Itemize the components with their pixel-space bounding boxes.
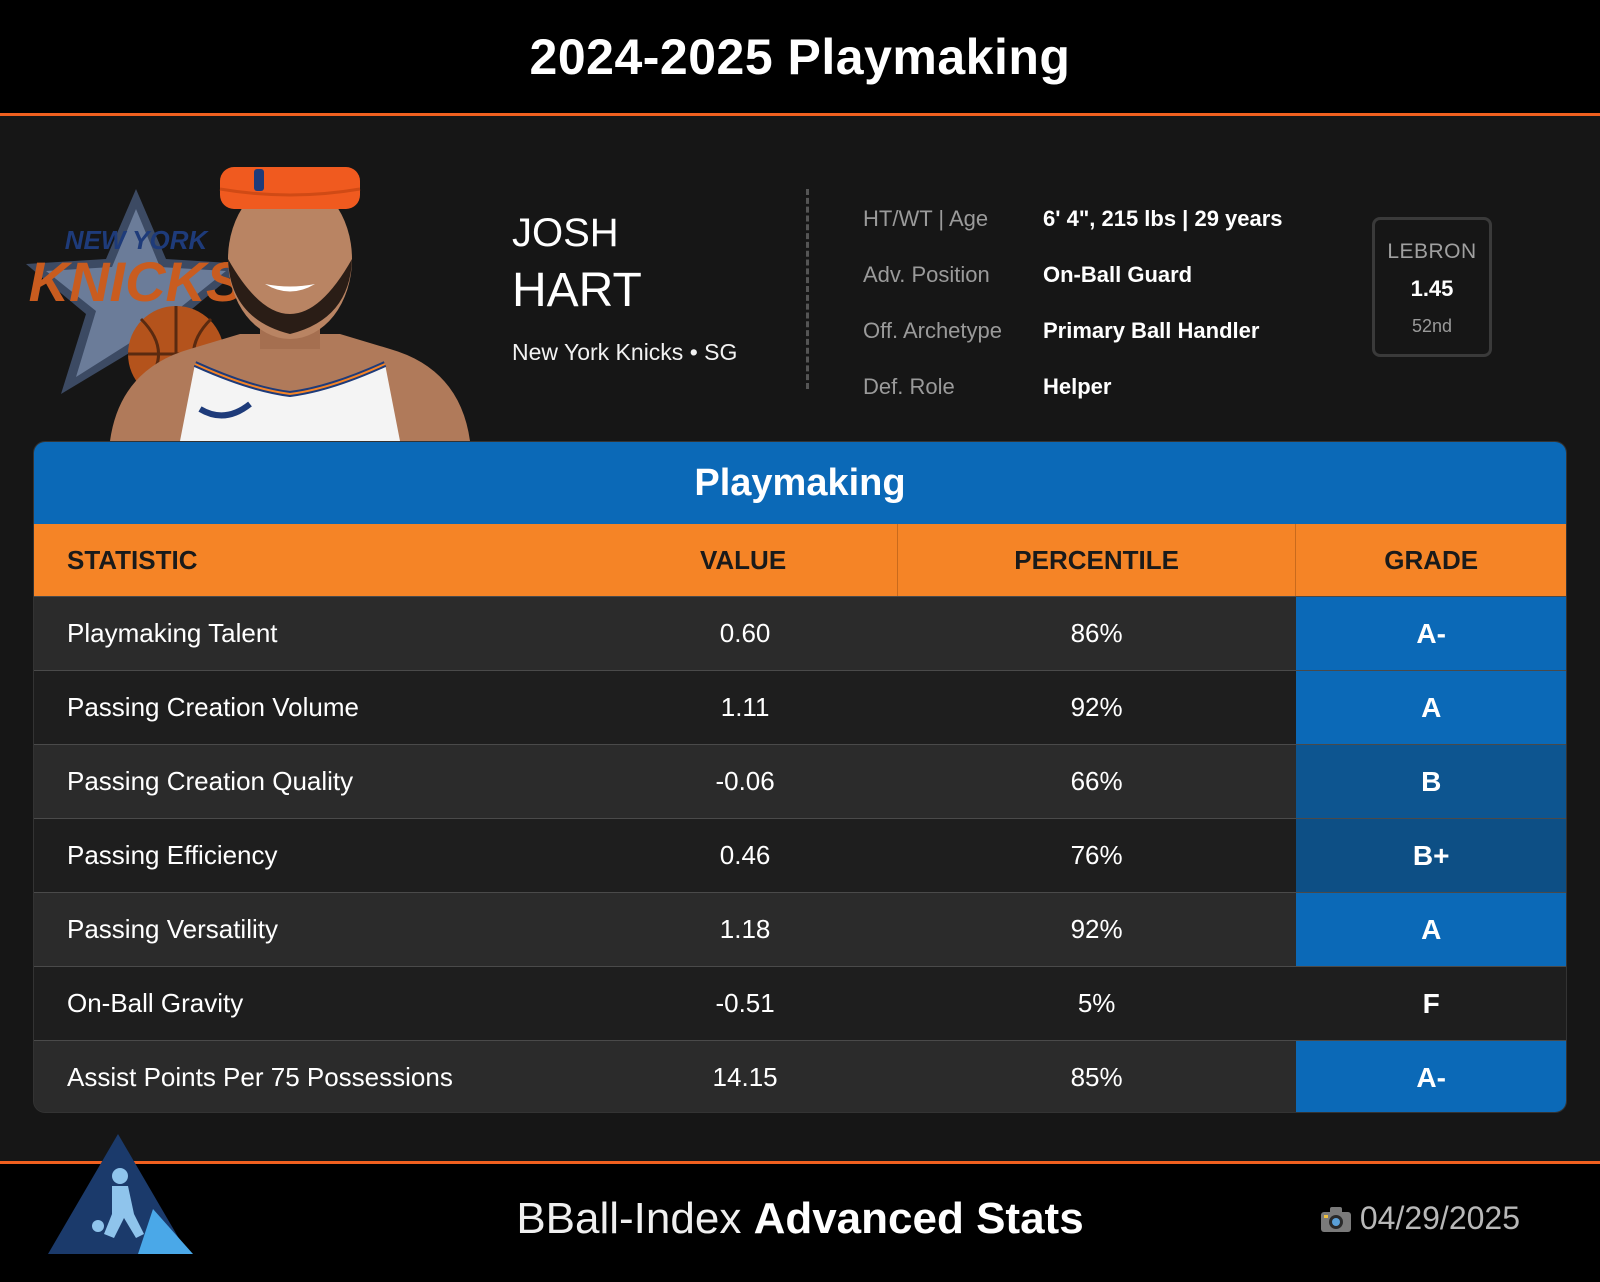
table-header-row: STATISTIC VALUE PERCENTILE GRADE xyxy=(34,524,1566,596)
player-headshot xyxy=(110,167,470,441)
stat-percentile-cell: 76% xyxy=(1070,840,1123,870)
footer-date: 04/29/2025 xyxy=(1320,1200,1520,1237)
table-title-bar: Playmaking xyxy=(34,442,1566,524)
info-row-archetype: Off. Archetype Primary Ball Handler xyxy=(863,303,1283,359)
stat-name-cell: On-Ball Gravity xyxy=(67,988,244,1018)
stat-percentile-cell: 5% xyxy=(1077,988,1116,1018)
footer-brand: BBall-Index Advanced Stats xyxy=(0,1194,1600,1244)
column-header-grade: GRADE xyxy=(1384,544,1479,575)
table-row: Passing Creation Quality -0.06 66% B xyxy=(34,744,1566,818)
player-info-grid: HT/WT | Age 6' 4", 215 lbs | 29 years Ad… xyxy=(863,191,1283,415)
stat-grade-cell: A xyxy=(1296,893,1566,966)
stat-percentile-cell: 85% xyxy=(1070,1062,1123,1092)
knicks-logo: NEW YORK KNICKS xyxy=(26,189,246,402)
stat-name-cell: Playmaking Talent xyxy=(67,618,278,648)
info-value: Primary Ball Handler xyxy=(1043,318,1260,343)
info-label: Adv. Position xyxy=(863,262,990,287)
brand-bold-text: Advanced Stats xyxy=(753,1194,1084,1243)
stat-percentile-cell: 66% xyxy=(1070,766,1123,796)
column-header-value: VALUE xyxy=(699,544,787,575)
stats-table-card: Playmaking STATISTIC VALUE PERCENTILE GR… xyxy=(33,441,1567,1113)
info-row-htwt: HT/WT | Age 6' 4", 215 lbs | 29 years xyxy=(863,191,1283,247)
table-row: Passing Efficiency 0.46 76% B+ xyxy=(34,818,1566,892)
info-row-def-role: Def. Role Helper xyxy=(863,359,1283,415)
stat-value-cell: 0.60 xyxy=(719,618,771,648)
info-value: 6' 4", 215 lbs | 29 years xyxy=(1043,206,1283,231)
bball-index-logo xyxy=(48,1134,193,1254)
info-label: Def. Role xyxy=(863,374,955,399)
stat-grade-cell: A- xyxy=(1296,1041,1566,1112)
dashed-divider xyxy=(806,189,809,389)
camera-icon xyxy=(1320,1206,1351,1232)
stat-value-cell: -0.51 xyxy=(715,988,775,1018)
lebron-label: LEBRON xyxy=(1387,240,1477,263)
info-label: Off. Archetype xyxy=(863,318,1003,343)
stat-grade-cell: A xyxy=(1296,671,1566,744)
stat-name-cell: Passing Versatility xyxy=(67,914,278,944)
stat-name-cell: Passing Efficiency xyxy=(67,840,278,870)
title-bar: 2024-2025 Playmaking xyxy=(0,0,1600,116)
page-title: 2024-2025 Playmaking xyxy=(529,28,1071,85)
table-title: Playmaking xyxy=(694,461,906,504)
table-row: Passing Creation Volume 1.11 92% A xyxy=(34,670,1566,744)
stat-name-cell: Passing Creation Quality xyxy=(67,766,354,796)
stat-value-cell: 1.11 xyxy=(720,692,770,722)
snapshot-date: 04/29/2025 xyxy=(1359,1200,1520,1236)
footer: BBall-Index Advanced Stats 04/29/2025 xyxy=(0,1134,1600,1282)
table-body: Playmaking Talent 0.60 86% A- Passing Creati… xyxy=(34,596,1566,1112)
info-row-position: Adv. Position On-Ball Guard xyxy=(863,247,1283,303)
player-first-name: JOSH xyxy=(512,211,619,255)
stat-value-cell: 0.46 xyxy=(719,840,771,870)
table-row: Playmaking Talent 0.60 86% A- xyxy=(34,596,1566,670)
brand-light-text: BBall-Index xyxy=(516,1194,742,1243)
lebron-card: LEBRON 1.45 52nd xyxy=(1372,217,1492,357)
info-label: HT/WT | Age xyxy=(863,206,989,231)
stat-value-cell: 1.18 xyxy=(719,914,771,944)
stat-value-cell: -0.06 xyxy=(715,766,775,796)
info-value: On-Ball Guard xyxy=(1043,262,1193,287)
column-header-percentile: PERCENTILE xyxy=(896,524,1297,596)
stat-name-cell: Passing Creation Volume xyxy=(67,692,359,722)
info-value: Helper xyxy=(1043,374,1112,399)
player-team-position: New York Knicks • SG xyxy=(512,339,738,365)
svg-text:NEW YORK: NEW YORK xyxy=(65,225,210,255)
table-row: On-Ball Gravity -0.51 5% F xyxy=(34,966,1566,1040)
stat-name-cell: Assist Points Per 75 Possessions xyxy=(67,1062,453,1092)
player-last-name: HART xyxy=(512,264,642,317)
column-header-statistic: STATISTIC xyxy=(67,544,198,575)
player-name-block: JOSH HART New York Knicks • SG xyxy=(512,211,737,366)
stat-grade-cell: B+ xyxy=(1296,819,1566,892)
stat-grade-cell: B xyxy=(1296,745,1566,818)
table-row: Assist Points Per 75 Possessions 14.15 85%… xyxy=(34,1040,1566,1112)
stat-grade-cell: F xyxy=(1422,987,1440,1019)
stat-value-cell: 14.15 xyxy=(712,1062,778,1092)
svg-text:KNICKS: KNICKS xyxy=(29,250,244,313)
stat-percentile-cell: 86% xyxy=(1070,618,1123,648)
stat-percentile-cell: 92% xyxy=(1070,914,1123,944)
player-header: NEW YORK KNICKS JOSH HART New York Knick… xyxy=(0,119,1600,441)
stat-percentile-cell: 92% xyxy=(1070,692,1123,722)
lebron-rank: 52nd xyxy=(1411,316,1453,336)
table-row: Passing Versatility 1.18 92% A xyxy=(34,892,1566,966)
stat-grade-cell: A- xyxy=(1296,597,1566,670)
lebron-value: 1.45 xyxy=(1410,276,1454,301)
